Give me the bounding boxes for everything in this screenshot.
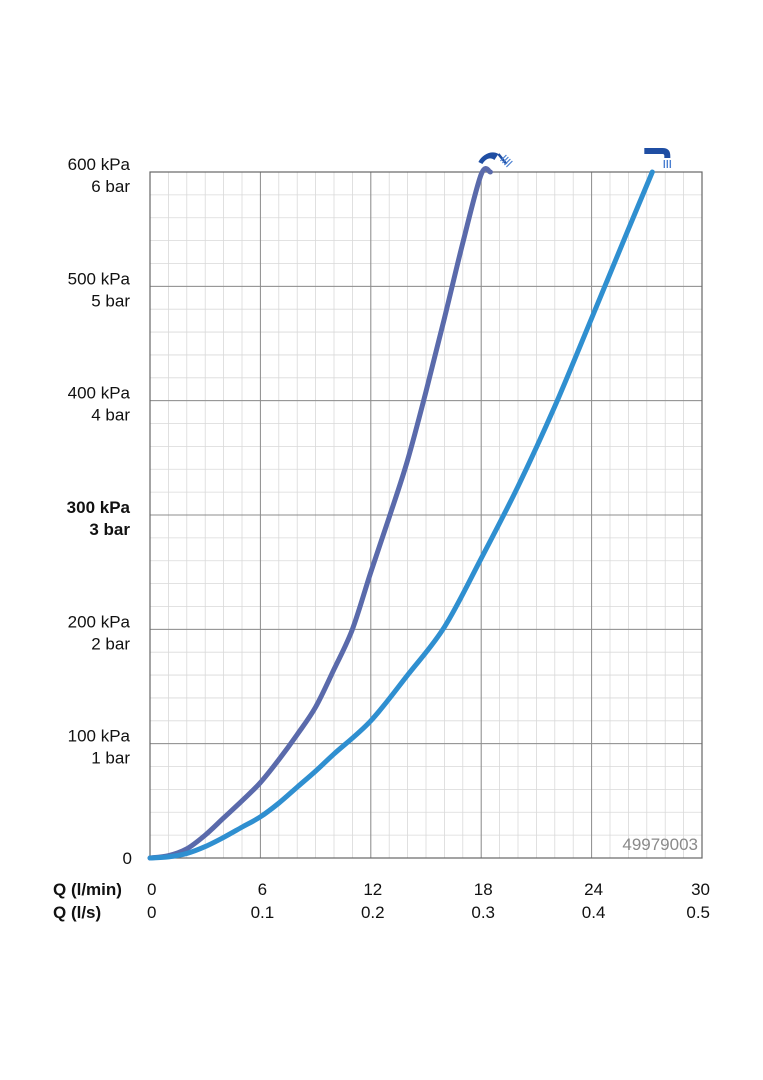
y-tick-label: 0 [123, 849, 132, 868]
y-tick-label-bar: 3 bar [89, 520, 130, 539]
y-tick-label-kpa: 300 kPa [67, 498, 131, 517]
y-tick-label-kpa: 500 kPa [68, 269, 131, 288]
x-tick-label: 0.4 [582, 903, 606, 922]
y-tick-label-kpa: 200 kPa [68, 612, 131, 631]
x-tick-label: 12 [363, 880, 382, 899]
x-tick-label: 0.1 [251, 903, 275, 922]
x-tick-label: 0 [147, 880, 156, 899]
x-tick-label: 30 [691, 880, 710, 899]
plot-frame [149, 171, 703, 859]
x-tick-label: 0.2 [361, 903, 385, 922]
spout-curve [147, 169, 655, 861]
product-code: 49979003 [622, 835, 698, 854]
y-tick-label-kpa: 400 kPa [68, 384, 131, 403]
curves [147, 165, 655, 861]
x-tick-label: 0 [147, 903, 156, 922]
shower-head-icon [478, 152, 513, 168]
y-axis-labels: 0 100 kPa 1 bar 200 kPa 2 bar 300 kPa 3 bar 400… [67, 155, 132, 868]
x-tick-label: 0.3 [471, 903, 495, 922]
y-tick-label-bar: 6 bar [91, 177, 130, 196]
x-row-label-ls: Q (l/s) [53, 903, 101, 922]
y-tick-label-kpa: 600 kPa [68, 155, 131, 174]
y-tick-label-bar: 1 bar [91, 749, 130, 768]
y-tick-label-bar: 4 bar [91, 406, 130, 425]
x-tick-label: 24 [584, 880, 603, 899]
x-row-label-lmin: Q (l/min) [53, 880, 122, 899]
y-tick-label-kpa: 100 kPa [68, 727, 131, 746]
bath-spout-icon [644, 148, 672, 168]
x-tick-label: 6 [258, 880, 267, 899]
x-tick-label: 0.5 [686, 903, 710, 922]
x-axis-labels: Q (l/min) 0 6 12 18 24 30 Q (l/s) 0 0.1 0.2 0.3 0.4 0… [53, 880, 710, 922]
y-tick-label-bar: 2 bar [91, 634, 130, 653]
shower-curve [147, 165, 493, 861]
y-tick-label-bar: 5 bar [91, 291, 130, 310]
x-tick-label: 18 [474, 880, 493, 899]
